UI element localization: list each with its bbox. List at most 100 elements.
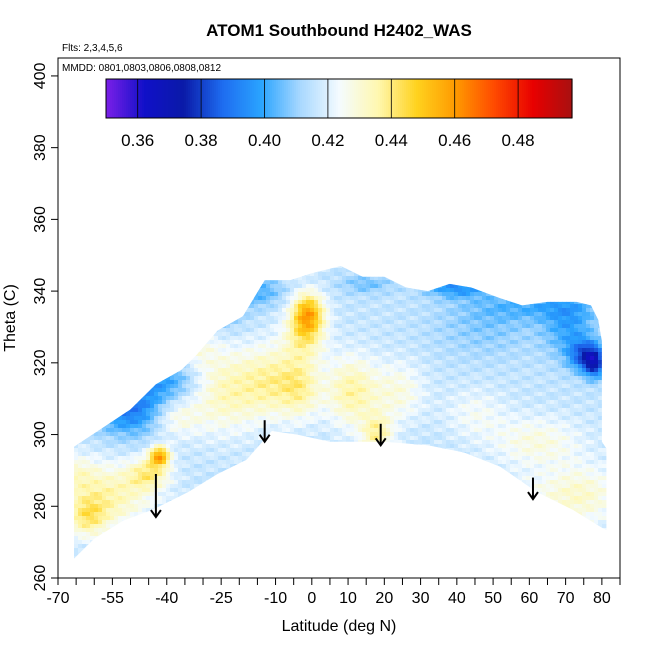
heatmap-cell	[602, 288, 607, 293]
heatmap-cell	[202, 268, 207, 273]
heatmap-cell	[226, 372, 231, 377]
heatmap-cell	[418, 372, 423, 377]
heatmap-cell	[94, 296, 99, 301]
heatmap-cell	[514, 288, 519, 293]
heatmap-cell	[226, 364, 231, 369]
heatmap-cell	[438, 248, 442, 252]
heatmap-cell	[438, 324, 443, 329]
heatmap-cell	[282, 320, 287, 325]
heatmap-cell	[366, 248, 370, 252]
heatmap-cell	[318, 384, 323, 389]
heatmap-cell	[406, 348, 411, 353]
heatmap-cell	[142, 384, 147, 389]
heatmap-cell	[442, 380, 447, 385]
heatmap-cell	[474, 328, 479, 333]
heatmap-cell	[74, 312, 79, 317]
heatmap-cell	[554, 372, 559, 377]
heatmap-cell	[522, 364, 527, 369]
heatmap-cell	[126, 244, 130, 248]
heatmap-cell	[182, 332, 187, 337]
heatmap-cell	[366, 376, 371, 381]
heatmap-cell	[594, 372, 599, 377]
heatmap-cell	[570, 272, 575, 277]
heatmap-cell	[246, 364, 251, 369]
heatmap-cell	[602, 328, 607, 333]
heatmap-cell	[390, 324, 395, 329]
heatmap-cell	[90, 252, 94, 256]
heatmap-cell	[214, 244, 218, 248]
heatmap-cell	[422, 252, 426, 256]
heatmap-cell	[526, 360, 531, 365]
heatmap-cell	[446, 288, 451, 293]
heatmap-cell	[474, 292, 479, 297]
heatmap-cell	[130, 356, 135, 361]
heatmap-cell	[326, 360, 331, 365]
heatmap-cell	[458, 292, 463, 297]
heatmap-cell	[150, 252, 154, 256]
heatmap-cell	[194, 304, 199, 309]
heatmap-cell	[570, 348, 575, 353]
heatmap-cell	[154, 344, 159, 349]
heatmap-cell	[330, 320, 335, 325]
heatmap-cell	[298, 266, 303, 269]
heatmap-cell	[342, 356, 347, 361]
heatmap-cell	[146, 256, 150, 260]
heatmap-cell	[386, 268, 391, 273]
heatmap-cell	[562, 304, 567, 309]
heatmap-cell	[106, 308, 111, 313]
heatmap-cell	[366, 276, 371, 281]
heatmap-cell	[350, 352, 355, 357]
heatmap-cell	[298, 284, 303, 289]
heatmap-cell	[190, 260, 194, 264]
heatmap-cell	[90, 266, 95, 269]
heatmap-cell	[570, 368, 575, 373]
heatmap-cell	[570, 316, 575, 321]
heatmap-cell	[522, 304, 527, 309]
heatmap-cell	[422, 356, 427, 361]
heatmap-cell	[86, 252, 90, 256]
heatmap-cell	[194, 364, 199, 369]
heatmap-cell	[306, 388, 311, 393]
heatmap-cell	[570, 356, 575, 361]
heatmap-cell	[402, 244, 406, 248]
heatmap-cell	[238, 336, 243, 341]
heatmap-cell	[210, 332, 215, 337]
heatmap-cell	[270, 324, 275, 329]
heatmap-cell	[226, 308, 231, 313]
heatmap-cell	[302, 266, 307, 269]
heatmap-cell	[294, 320, 299, 325]
heatmap-cell	[242, 364, 247, 369]
heatmap-cell	[182, 272, 187, 277]
heatmap-cell	[506, 364, 511, 369]
heatmap-cell	[226, 316, 231, 321]
heatmap-cell	[162, 300, 167, 305]
heatmap-cell	[138, 364, 143, 369]
heatmap-cell	[546, 288, 551, 293]
heatmap-cell	[550, 344, 555, 349]
heatmap-cell	[362, 328, 367, 333]
heatmap-cell	[82, 340, 87, 345]
heatmap-cell	[358, 332, 363, 337]
heatmap-cell	[442, 276, 447, 281]
heatmap-cell	[382, 360, 387, 365]
heatmap-cell	[182, 308, 187, 313]
heatmap-cell	[490, 344, 495, 349]
heatmap-cell	[106, 280, 111, 285]
heatmap-cell	[506, 266, 511, 269]
heatmap-cell	[414, 360, 419, 365]
heatmap-cell	[86, 280, 91, 285]
heatmap-cell	[330, 352, 335, 357]
heatmap-cell	[330, 316, 335, 321]
heatmap-cell	[186, 380, 191, 385]
heatmap-cell	[322, 244, 326, 248]
heatmap-cell	[330, 324, 335, 329]
heatmap-cell	[574, 288, 579, 293]
heatmap-cell	[406, 352, 411, 357]
heatmap-cell	[394, 352, 399, 357]
heatmap-cell	[166, 356, 171, 361]
heatmap-cell	[478, 268, 483, 273]
heatmap-cell	[134, 364, 139, 369]
heatmap-cell	[414, 324, 419, 329]
heatmap-cell	[214, 384, 219, 389]
heatmap-cell	[338, 240, 342, 244]
